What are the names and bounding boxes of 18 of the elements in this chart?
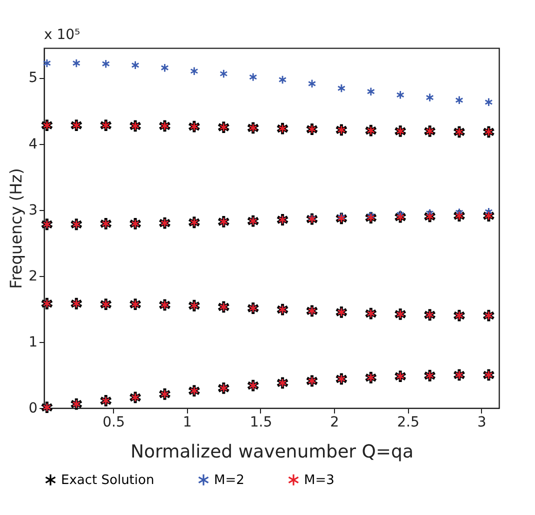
y-tick-label: 5 <box>28 70 38 86</box>
x-tick-label: 0.5 <box>102 414 125 430</box>
x-tick-label: 2 <box>330 414 340 430</box>
legend-label: M=3 <box>304 472 334 488</box>
x-axis-title: Normalized wavenumber Q=qa <box>130 442 414 462</box>
y-tick-label: 2 <box>28 268 38 284</box>
y-tick-label: 3 <box>28 202 38 218</box>
text: x 10⁵ <box>44 27 80 43</box>
y-tick-label: 4 <box>28 136 38 152</box>
y-tick-label: 1 <box>28 334 38 350</box>
legend-label: Exact Solution <box>61 472 154 488</box>
x-tick-label: 3 <box>477 414 486 430</box>
x-tick-label: 1.5 <box>250 414 272 430</box>
legend-label: M=2 <box>214 472 244 488</box>
y-axis-title: Frequency (Hz) <box>6 168 26 289</box>
y-tick-label: 0 <box>28 400 38 416</box>
x-tick-label: 2.5 <box>397 414 420 430</box>
x-tick-label: 1 <box>182 414 192 430</box>
